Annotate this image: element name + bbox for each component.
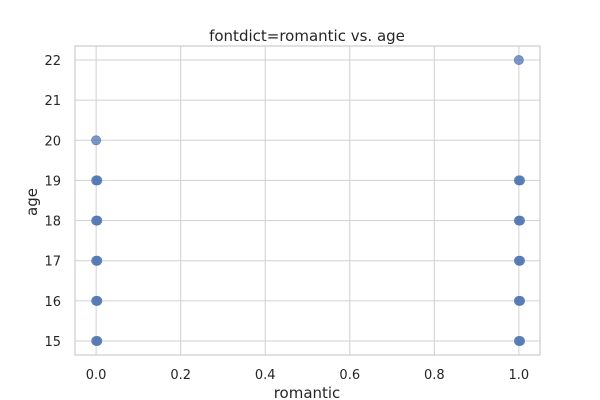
scatter-point: [92, 215, 103, 226]
y-tick-label: 20: [44, 134, 61, 149]
y-tick-label: 17: [44, 255, 61, 270]
y-tick-label: 19: [44, 174, 61, 189]
scatter-point: [515, 295, 526, 306]
y-tick-label: 16: [44, 295, 61, 310]
scatter-point: [92, 295, 103, 306]
x-axis-label: romantic: [274, 384, 341, 400]
scatter-point: [515, 335, 526, 346]
y-tick-label: 18: [44, 215, 61, 230]
scatter-point: [513, 55, 524, 66]
y-tick-label: 22: [44, 54, 61, 69]
scatter-point: [515, 215, 526, 226]
y-tick-label: 21: [44, 94, 61, 109]
scatter-point: [515, 175, 526, 186]
x-tick-label: 0.4: [255, 368, 276, 383]
scatter-point: [92, 255, 103, 266]
scatter-point: [515, 255, 526, 266]
scatter-point: [92, 335, 103, 346]
y-axis-label: age: [23, 188, 41, 216]
x-tick-label: 0.8: [424, 368, 445, 383]
chart-title: fontdict=romantic vs. age: [209, 27, 405, 45]
x-tick-label: 0.6: [339, 368, 360, 383]
scatter-point: [91, 135, 102, 146]
x-tick-label: 1.0: [509, 368, 530, 383]
data-points: [91, 55, 526, 346]
x-tick-labels: 0.0 0.2 0.4 0.6 0.8 1.0: [86, 368, 529, 383]
y-tick-labels: 15 16 17 18 19 20 21 22: [44, 54, 61, 350]
x-tick-label: 0.0: [86, 368, 107, 383]
grid: [75, 46, 540, 355]
scatter-point: [92, 175, 103, 186]
x-tick-label: 0.2: [170, 368, 191, 383]
plot-frame: [74, 45, 541, 356]
y-tick-label: 15: [44, 335, 61, 350]
